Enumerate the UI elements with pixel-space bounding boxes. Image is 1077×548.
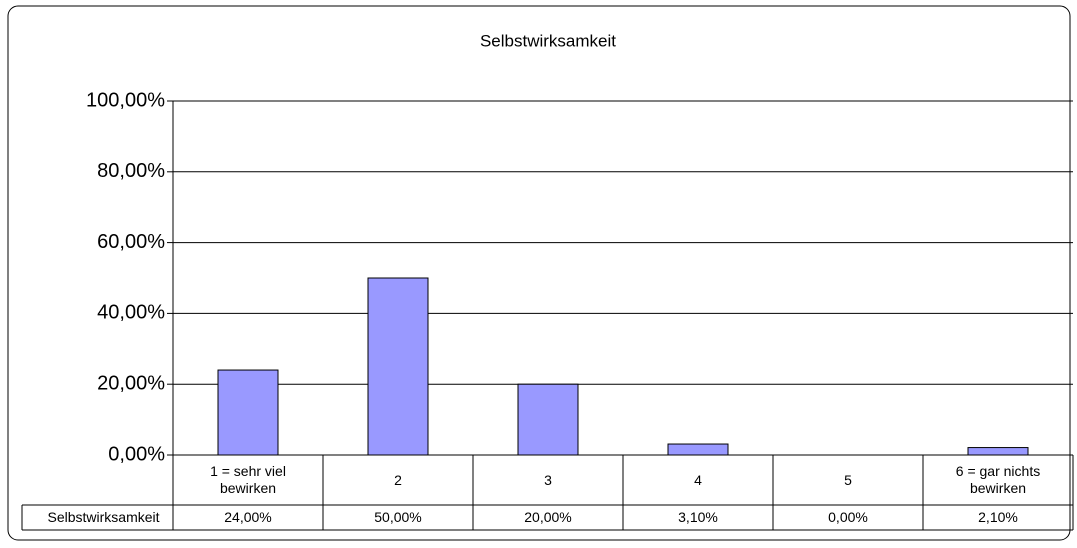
bar — [217, 369, 279, 456]
x-tick-label: 1 = sehr viel bewirken — [173, 455, 323, 505]
x-tick-label: 6 = gar nichts bewirken — [923, 455, 1073, 505]
y-tick-label: 40,00% — [97, 302, 165, 324]
x-tick-label-text: 2 — [394, 471, 402, 488]
x-tick-label: 4 — [623, 455, 773, 505]
bar — [517, 383, 579, 456]
table-value-text: 0,00% — [828, 509, 868, 525]
table-value: 20,00% — [473, 505, 623, 530]
bar — [967, 447, 1029, 456]
x-tick-label: 2 — [323, 455, 473, 505]
x-tick-label-text: 1 = sehr viel bewirken — [210, 463, 286, 496]
x-tick-label-text: 4 — [694, 471, 702, 488]
table-value-text: 3,10% — [678, 509, 718, 525]
y-tick-label: 100,00% — [86, 89, 165, 111]
chart-title: Selbstwirksamkeit — [480, 31, 616, 50]
y-tick-label: 80,00% — [97, 160, 165, 182]
y-tick-label: 60,00% — [97, 231, 165, 253]
table-value-text: 2,10% — [978, 509, 1018, 525]
bar — [367, 277, 429, 456]
row-header-text: Selbstwirksamkeit — [47, 509, 160, 525]
x-tick-label-text: 3 — [544, 471, 552, 488]
x-tick-label: 5 — [773, 455, 923, 505]
x-tick-label: 3 — [473, 455, 623, 505]
y-tick-label: 20,00% — [97, 372, 165, 394]
x-tick-label-text: 6 = gar nichts bewirken — [955, 463, 1041, 496]
y-tick-label: 0,00% — [108, 443, 165, 465]
table-value-text: 24,00% — [224, 509, 272, 525]
table-value: 0,00% — [773, 505, 923, 530]
table-value-text: 50,00% — [374, 509, 422, 525]
row-header: Selbstwirksamkeit — [22, 505, 173, 530]
table-value: 24,00% — [173, 505, 323, 530]
bar — [667, 443, 729, 456]
table-value-text: 20,00% — [524, 509, 572, 525]
table-value: 50,00% — [323, 505, 473, 530]
table-value: 2,10% — [923, 505, 1073, 530]
table-value: 3,10% — [623, 505, 773, 530]
x-tick-label-text: 5 — [844, 471, 852, 488]
